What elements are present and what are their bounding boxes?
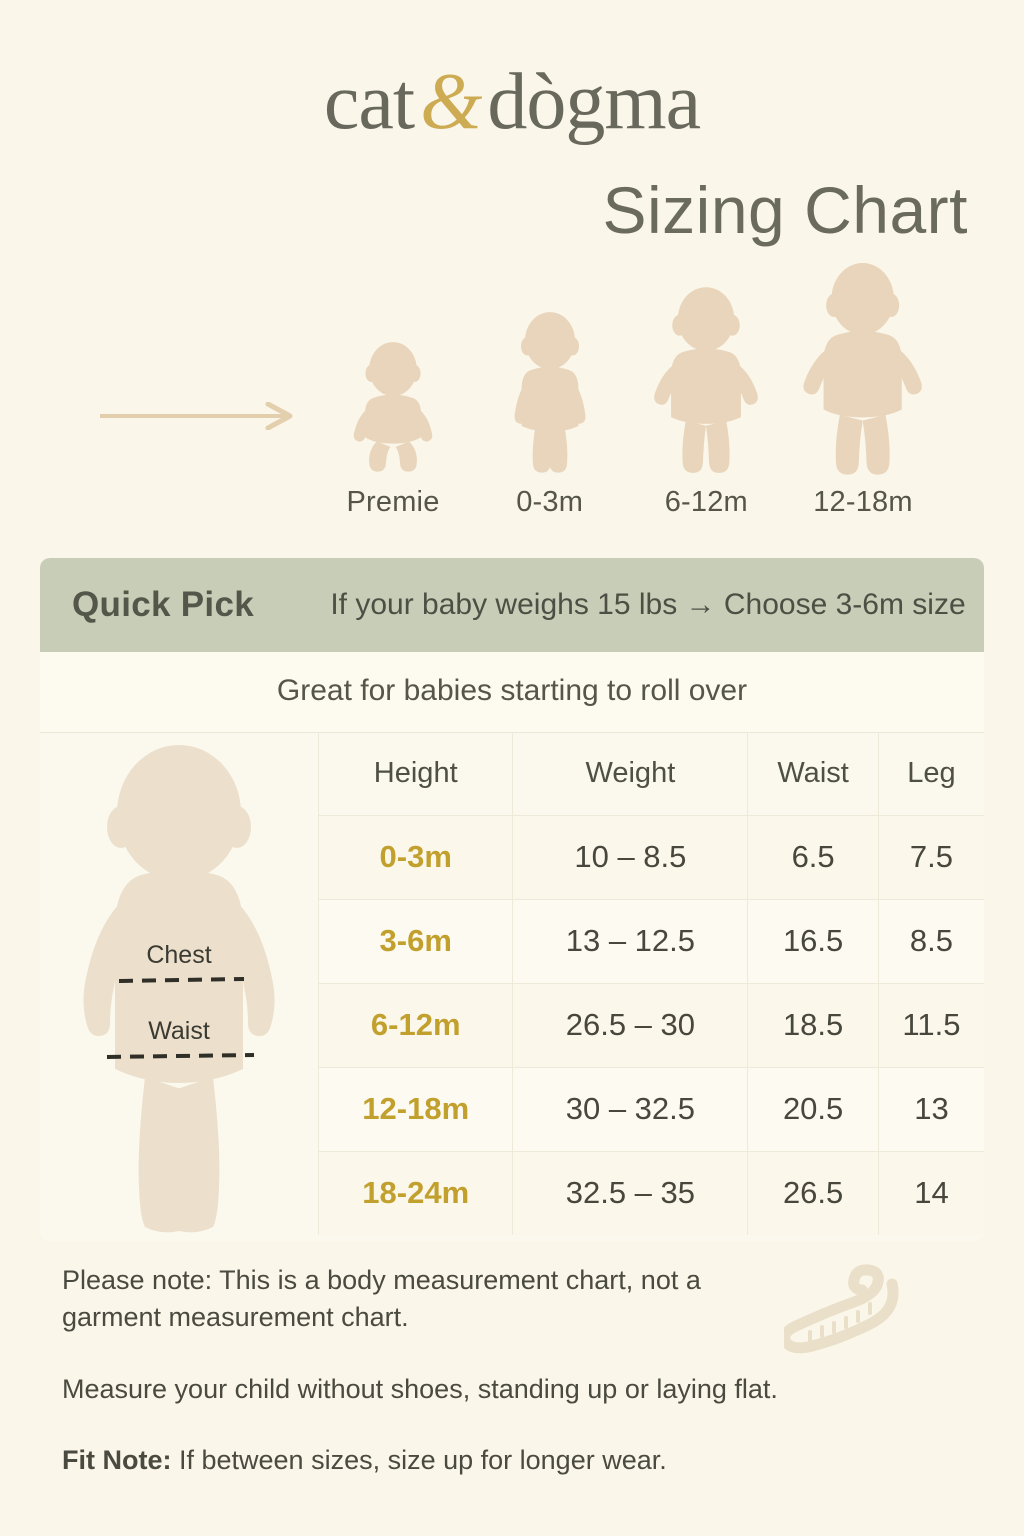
table-row: 6-12m 26.5 – 30 18.5 11.5	[317, 983, 984, 1068]
baby-silhouette-12-18m	[803, 263, 922, 475]
cell-waist: 26.5	[747, 1151, 879, 1235]
page-title: Sizing Chart	[602, 173, 968, 247]
column-header-leg: Leg	[877, 733, 984, 816]
figure-item: 0-3m	[475, 311, 625, 519]
chest-label: Chest	[146, 941, 211, 969]
baby-silhouette-0-3m	[514, 312, 586, 473]
baby-figures: Premie 0-3m	[318, 263, 938, 519]
fit-note-text: If between sizes, size up for longer wea…	[171, 1444, 667, 1475]
cell-size: 12-18m	[317, 1067, 513, 1152]
cell-size: 18-24m	[317, 1151, 513, 1235]
measurement-grid: Height Weight Waist Leg 0-3m 10 – 8.5 6.…	[317, 733, 984, 1241]
table-row: 12-18m 30 – 32.5 20.5 13	[317, 1067, 984, 1152]
fit-note-label: Fit Note:	[62, 1444, 172, 1475]
brand-logo: cat&dògma	[0, 0, 1024, 142]
cell-leg: 11.5	[877, 983, 984, 1068]
table-row: 0-3m 10 – 8.5 6.5 7.5	[317, 815, 984, 900]
column-header-height: Height	[317, 733, 513, 816]
brand-text-cat: cat	[323, 58, 415, 146]
cell-waist: 20.5	[747, 1067, 879, 1152]
note-measure-instructions: Measure your child without shoes, standi…	[62, 1373, 778, 1404]
cell-leg: 14	[877, 1151, 984, 1235]
waist-label: Waist	[148, 1017, 210, 1045]
table-header-row: Height Weight Waist Leg	[317, 733, 984, 816]
figure-label: 12-18m	[813, 486, 913, 518]
figure-label: Premie	[346, 486, 440, 518]
baby-silhouette-premie	[353, 342, 433, 472]
cell-weight: 30 – 32.5	[512, 1067, 748, 1152]
cell-leg: 8.5	[877, 899, 984, 984]
figure-label: 6-12m	[664, 486, 748, 518]
size-figure-row: Premie 0-3m	[0, 263, 1024, 519]
brand-text-dogma: dògma	[487, 58, 701, 146]
baby-silhouette-6-12m	[654, 287, 759, 473]
quick-pick-banner: Quick Pick If your baby weighs 15 lbs → …	[40, 558, 984, 652]
brand-ampersand: &	[420, 58, 482, 146]
waist-measure-line	[106, 1053, 255, 1059]
cell-size: 0-3m	[317, 815, 513, 900]
sizing-card: Quick Pick If your baby weighs 15 lbs → …	[40, 558, 984, 1241]
figure-item: 12-18m	[788, 261, 938, 519]
note-body-measurement: Please note: This is a body measurement …	[62, 1265, 701, 1333]
column-header-waist: Waist	[747, 733, 879, 816]
figure-item: 6-12m	[631, 286, 781, 519]
table-row: 18-24m 32.5 – 35 26.5 14	[317, 1151, 984, 1235]
cell-waist: 6.5	[747, 815, 879, 900]
cell-weight: 32.5 – 35	[512, 1151, 748, 1235]
quick-pick-text: If your baby weighs 15 lbs → Choose 3-6m…	[330, 588, 966, 621]
body-silhouette: Chest Waist	[83, 745, 275, 1233]
body-diagram: Chest Waist	[40, 733, 318, 1241]
measurement-table: Height Weight Waist Leg 0-3m 10 – 8.5 6.…	[317, 733, 984, 1235]
cell-waist: 18.5	[747, 983, 879, 1068]
quick-pick-title: Quick Pick	[72, 585, 254, 624]
quick-pick-subnote: Great for babies starting to roll over	[40, 652, 984, 733]
cell-weight: 10 – 8.5	[512, 815, 748, 900]
measurement-table-area: Chest Waist Height Weight Waist Leg	[40, 733, 984, 1241]
footer-notes: Please note: This is a body measurement …	[62, 1262, 942, 1513]
chest-measure-line	[118, 977, 245, 983]
column-header-weight: Weight	[512, 733, 748, 816]
note-fit: Fit Note: If between sizes, size up for …	[62, 1442, 782, 1479]
right-arrow-icon	[100, 401, 300, 431]
measuring-tape-icon	[779, 1264, 904, 1364]
figure-item: Premie	[318, 341, 468, 519]
figure-label: 0-3m	[516, 486, 584, 518]
cell-weight: 26.5 – 30	[512, 983, 748, 1068]
cell-leg: 13	[877, 1067, 984, 1152]
cell-waist: 16.5	[747, 899, 879, 984]
table-row: 3-6m 13 – 12.5 16.5 8.5	[317, 899, 984, 984]
cell-size: 6-12m	[317, 983, 513, 1068]
cell-leg: 7.5	[877, 815, 984, 900]
cell-weight: 13 – 12.5	[512, 899, 748, 984]
cell-size: 3-6m	[317, 899, 513, 984]
